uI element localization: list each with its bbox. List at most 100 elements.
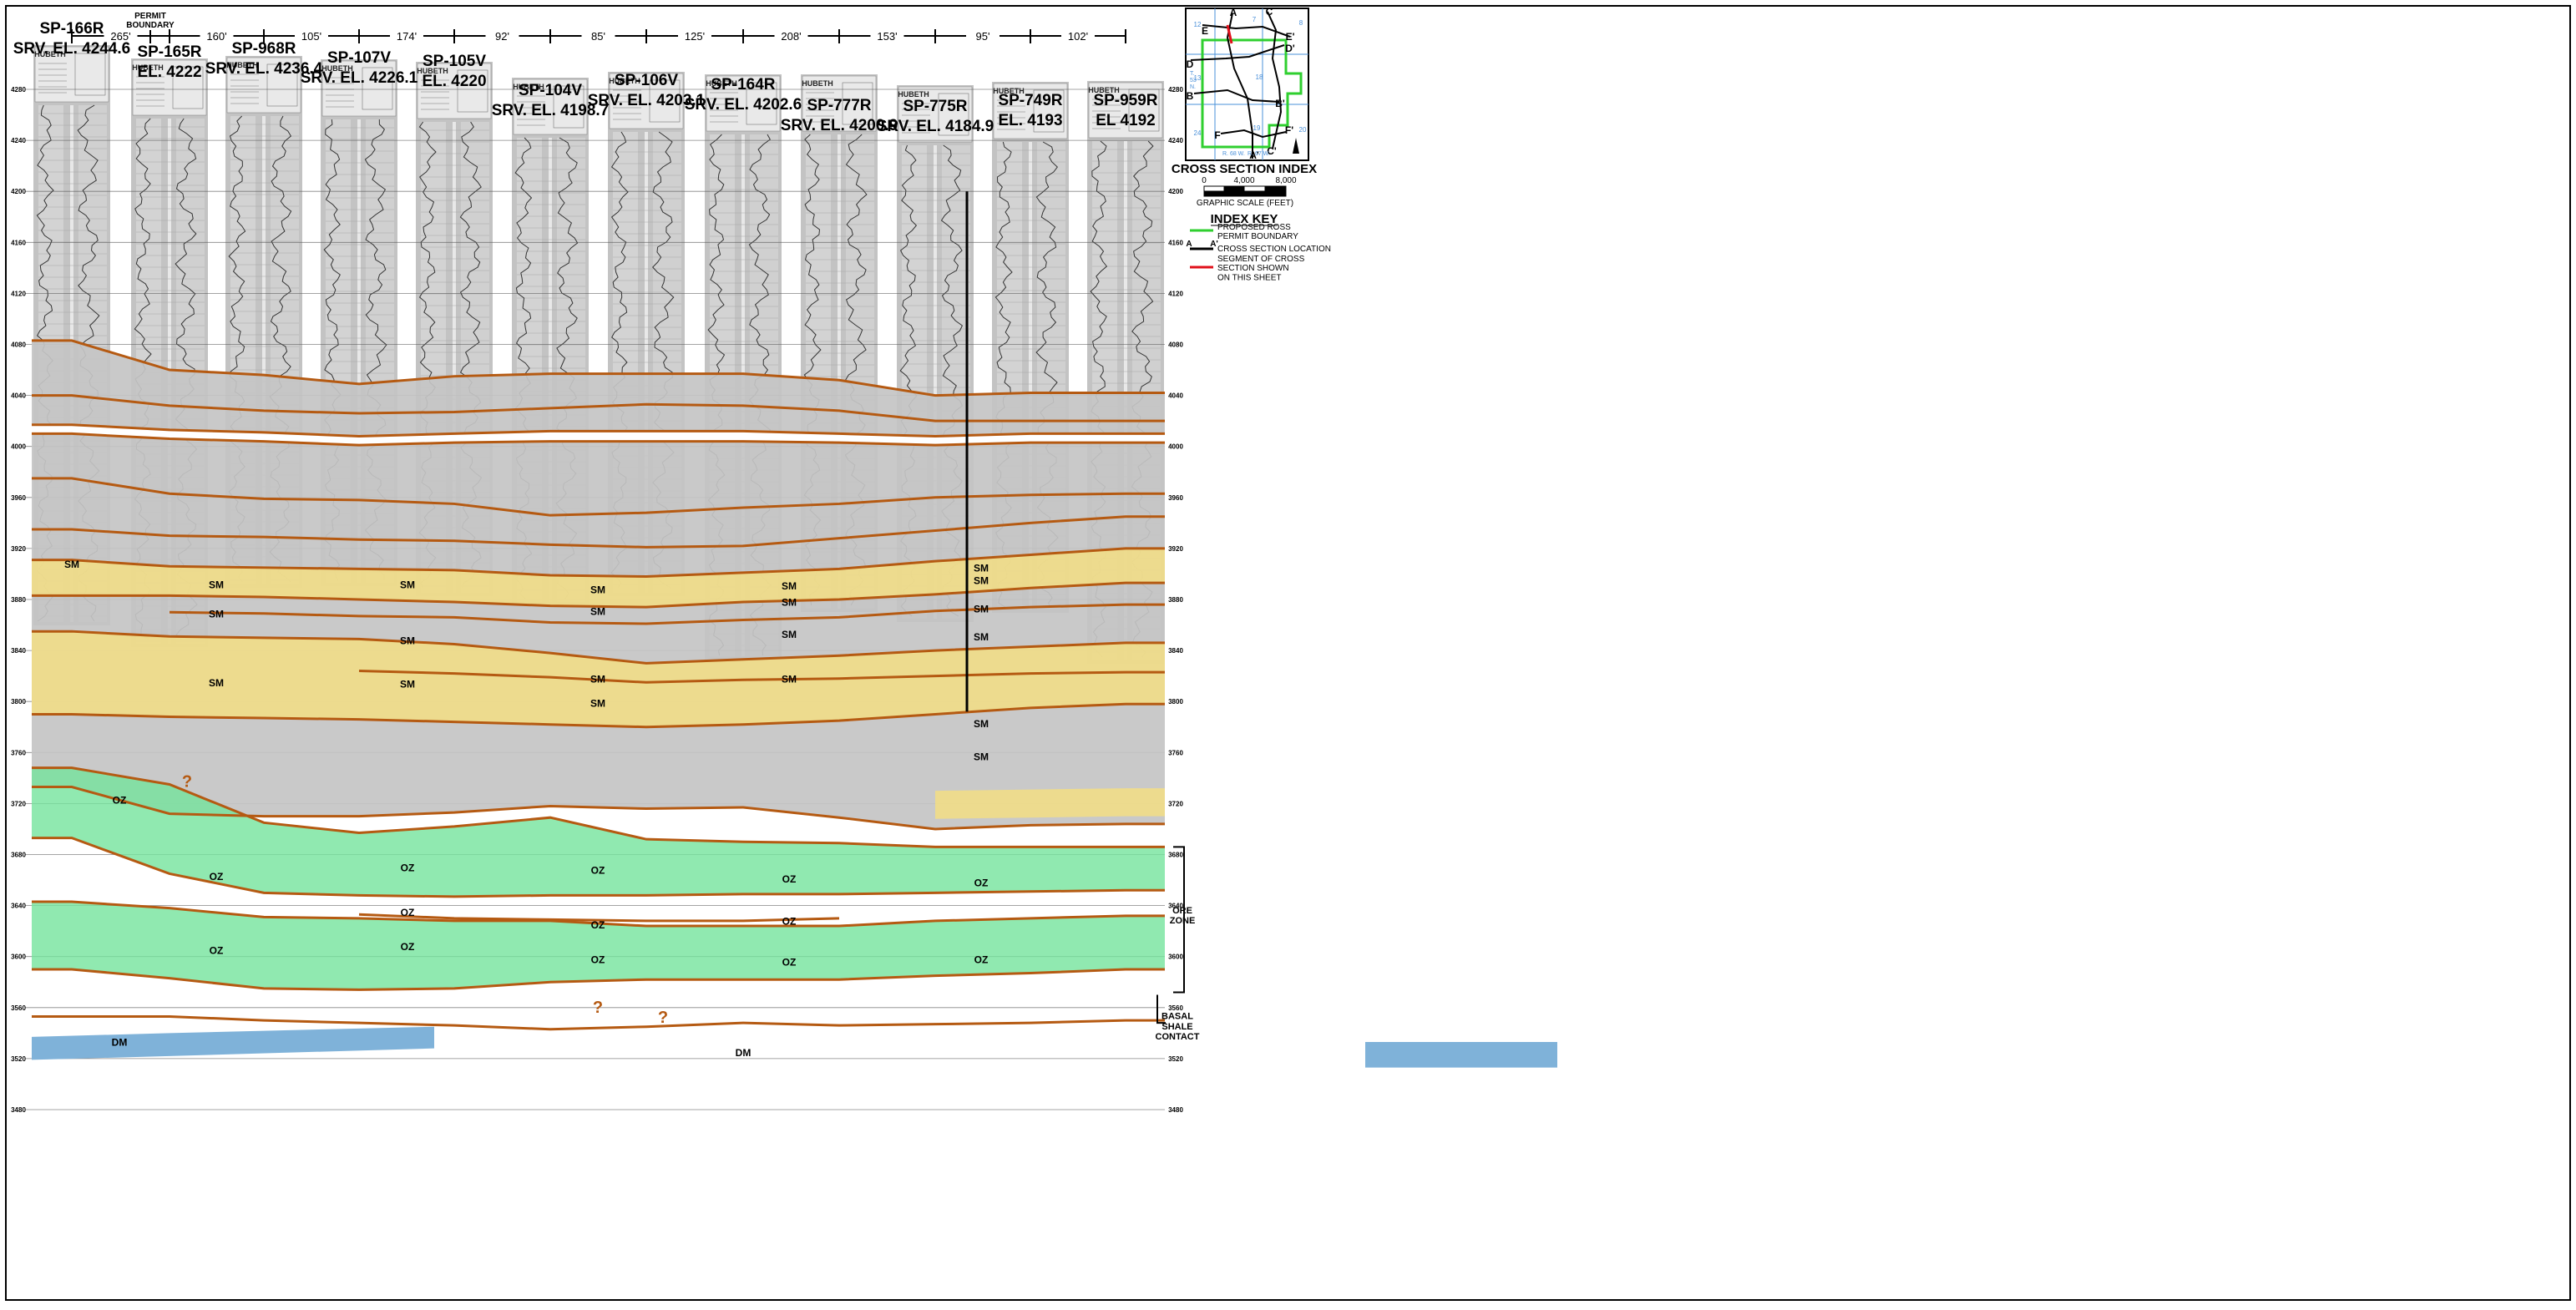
sm-label: SM <box>974 603 989 615</box>
index-point-label: C <box>1266 6 1273 18</box>
key-label-permit: PROPOSED ROSS PERMIT BOUNDARY <box>1217 223 1298 241</box>
elevation-label-right: 3840 <box>1168 647 1183 655</box>
correlation-line-4 <box>32 547 1165 579</box>
permit-boundary-outline <box>1201 38 1303 149</box>
sm-sand-band-1 <box>32 548 1165 608</box>
well-elevation-2: EL. 4222 <box>137 63 201 81</box>
section-line-5 <box>1202 24 1291 38</box>
well-elevation-4: SRV. EL. 4226.1 <box>301 69 418 87</box>
well-name-6: SP-104V <box>519 82 582 99</box>
spacing-label-bg <box>966 30 1000 42</box>
spacing-label-bg <box>870 30 904 42</box>
elevation-label-left: 4240 <box>11 137 26 144</box>
well-elevation-9: SRV. EL. 4200.9 <box>781 117 898 134</box>
index-point-label: C' <box>1267 145 1277 157</box>
well-name-12: SP-959R <box>1093 92 1157 109</box>
well-elevation-3: SRV. EL. 4236.4 <box>205 60 323 78</box>
log-header-logo: HUBETH <box>226 61 258 69</box>
elevation-label-right: 4120 <box>1168 290 1183 297</box>
spacing-label: 105' <box>301 30 321 43</box>
elevation-label-left: 4000 <box>11 443 26 451</box>
spacing-label: 174' <box>397 30 417 43</box>
dm-label: DM <box>112 1037 128 1049</box>
spacing-label-bg <box>1061 30 1095 42</box>
index-point-label: D' <box>1285 43 1295 54</box>
sm-label: SM <box>590 605 605 617</box>
log-depth-track <box>1029 142 1032 609</box>
oz-label: OZ <box>782 956 797 968</box>
well-elevation-8: SRV. EL. 4202.6 <box>685 96 802 114</box>
ore-zone-band-1 <box>32 767 1165 897</box>
scale-bar-segment <box>1243 185 1266 192</box>
spacing-label: 102' <box>1068 30 1088 43</box>
uncertain-marker: ? <box>182 773 192 792</box>
elevation-label-left: 4280 <box>11 86 26 94</box>
well-elevation-10: SRV. EL. 4184.9 <box>877 118 994 135</box>
index-map-title: CROSS SECTION INDEX <box>1172 162 1317 176</box>
spacing-label-bg <box>200 30 234 42</box>
elevation-label-right: 3720 <box>1168 800 1183 807</box>
sm-label: SM <box>782 597 797 609</box>
elevation-label-left: 3880 <box>11 596 26 604</box>
key-section-start: A <box>1186 240 1192 249</box>
sm-label: SM <box>974 562 989 574</box>
elevation-label-right: 4280 <box>1168 86 1183 94</box>
elevation-label-left: 4120 <box>11 290 26 297</box>
uncertain-marker: ? <box>593 999 603 1017</box>
elevation-label-right: 3560 <box>1168 1004 1183 1012</box>
well-name-7: SP-106V <box>615 72 678 89</box>
spacing-label: 265' <box>110 30 130 43</box>
spacing-label: 125' <box>685 30 705 43</box>
scale-bar-segment <box>1264 185 1287 192</box>
well-name-5: SP-105V <box>423 53 486 70</box>
index-key-title: INDEX KEY <box>1211 212 1278 226</box>
elevation-label-left: 3720 <box>11 800 26 807</box>
unit-labels: SMSMSMSMSMSMSMSMSMSMSMSMSMSMSMSMSMSMSMSM… <box>64 559 989 1059</box>
section-number: 20 <box>1299 126 1307 134</box>
correlation-line-6 <box>32 630 1165 665</box>
oz-label: OZ <box>591 953 605 965</box>
correlation-line-1 <box>32 339 1165 397</box>
sm-label: SM <box>782 673 797 685</box>
section-number: 12 <box>1194 21 1202 28</box>
township-label: 53 <box>1190 78 1197 83</box>
township-label: R. 68 W. <box>1222 151 1245 157</box>
well-spacing-bar: 265' 160' 105' 174' 92' 85' 125' 208' 153' 95' 102… <box>71 12 1126 43</box>
sm-label: SM <box>974 631 989 643</box>
dm-label: DM <box>736 1047 752 1059</box>
well-elevation-7: SRV. EL. 4203.1 <box>588 92 706 109</box>
elevation-label-right: 3960 <box>1168 494 1183 502</box>
section-number: 19 <box>1253 124 1261 132</box>
scale-caption: GRAPHIC SCALE (FEET) <box>1197 199 1293 208</box>
section-number: 24 <box>1194 129 1202 137</box>
well-elevation-5: EL. 4220 <box>422 73 486 90</box>
elevation-label-right: 4160 <box>1168 239 1183 246</box>
elevation-label-right: 3880 <box>1168 596 1183 604</box>
elevation-label-right: 3480 <box>1168 1106 1183 1114</box>
well-name-8: SP-164R <box>711 76 775 94</box>
well-name-4: SP-107V <box>327 49 391 67</box>
elevation-label-right: 3800 <box>1168 698 1183 706</box>
scale-tick-label: 4,000 <box>1233 176 1254 185</box>
correlation-line-5 <box>32 581 1165 609</box>
oz-label: OZ <box>591 864 605 876</box>
section-number: 18 <box>1256 73 1263 81</box>
spacing-label-bg <box>104 30 138 42</box>
sm-label: SM <box>590 584 605 595</box>
index-point-label: F <box>1214 129 1220 141</box>
scale-bar-segment <box>1203 185 1226 192</box>
correlation-line-10 <box>32 900 1165 928</box>
sm-label: SM <box>400 635 415 646</box>
sm-label: SM <box>974 575 989 587</box>
permit-boundary-label: PERMIT BOUNDARY <box>126 12 175 30</box>
elevation-label-left: 3640 <box>11 903 26 910</box>
oz-label: OZ <box>401 862 415 873</box>
elevation-label-right: 3600 <box>1168 953 1183 961</box>
well-elevation-12: EL 4192 <box>1096 112 1155 129</box>
log-depth-track <box>357 119 361 583</box>
log-header-logo: HUBETH <box>513 83 544 91</box>
key-label-section: CROSS SECTION LOCATION <box>1217 245 1331 254</box>
spacing-label: 92' <box>495 30 509 43</box>
